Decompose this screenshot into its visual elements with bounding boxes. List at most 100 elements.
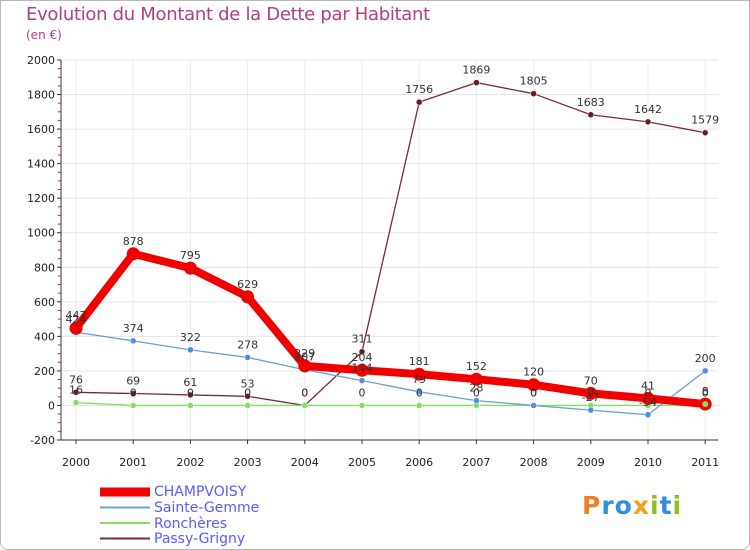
data-label-passy-grigny: 1683	[577, 96, 605, 109]
logo-letter: P	[582, 491, 602, 520]
data-label-ronch-res: 0	[587, 386, 594, 399]
x-tick-label: 2007	[462, 456, 490, 469]
data-point-ronch-res	[244, 402, 251, 409]
y-tick-label: 200	[34, 365, 55, 378]
data-point-ronch-res	[301, 402, 309, 409]
data-point-passy-grigny	[187, 391, 194, 399]
data-point-champvoisy	[469, 372, 483, 386]
data-point-champvoisy	[298, 359, 312, 373]
data-label-sainte-gemme: 207	[294, 351, 315, 364]
data-label-sainte-gemme: 424	[66, 313, 87, 326]
data-point-passy-grigny	[358, 348, 366, 355]
data-label-champvoisy: 229	[294, 347, 315, 360]
data-point-champvoisy	[183, 261, 197, 275]
y-tick-label: -200	[30, 434, 55, 447]
data-point-passy-grigny	[244, 393, 251, 400]
data-point-sainte-gemme	[187, 346, 194, 354]
data-label-passy-grigny: 76	[69, 373, 83, 386]
data-label-ronch-res: 0	[187, 386, 194, 399]
data-point-sainte-gemme	[530, 402, 537, 409]
data-label-passy-grigny: 1869	[462, 64, 490, 77]
y-tick-label: 1000	[27, 227, 55, 240]
legend-label-sainte-gemme: Sainte-Gemme	[154, 500, 260, 516]
data-point-champvoisy	[584, 386, 598, 400]
data-point-overlay	[702, 401, 709, 408]
data-label-sainte-gemme: -27	[582, 391, 600, 404]
data-label-sainte-gemme: 144	[352, 362, 373, 375]
data-point-sainte-gemme	[644, 411, 652, 419]
data-label-ronch-res: 0	[416, 386, 423, 399]
data-label-ronch-res: 0	[244, 386, 251, 399]
data-label-champvoisy: 70	[584, 374, 598, 387]
y-tick-label: 1200	[27, 192, 55, 205]
y-tick-label: 1800	[27, 89, 55, 102]
series-line-sainte-gemme	[75, 331, 706, 416]
data-label-passy-grigny: 311	[352, 333, 373, 346]
data-point-champvoisy	[241, 290, 255, 304]
data-label-champvoisy: 878	[123, 235, 144, 248]
legend-label-champvoisy: CHAMPVOISY	[154, 484, 247, 500]
data-label-passy-grigny: 1642	[634, 103, 662, 116]
data-label-sainte-gemme: 28	[469, 382, 483, 395]
y-tick-label: 0	[48, 399, 55, 412]
data-label-champvoisy: 629	[237, 278, 258, 291]
chart-unit: (en €)	[26, 28, 62, 42]
data-point-champvoisy	[641, 391, 655, 405]
legend-label-passy-grigny: Passy-Grigny	[154, 531, 246, 547]
data-point-sainte-gemme	[415, 388, 423, 396]
data-point-sainte-gemme	[358, 377, 366, 384]
y-tick-label: 800	[34, 261, 55, 274]
data-label-sainte-gemme: 278	[237, 338, 258, 351]
data-point-champvoisy	[527, 378, 541, 392]
data-label-passy-grigny: 1756	[405, 83, 433, 96]
x-tick-label: 2004	[291, 456, 319, 469]
data-label-sainte-gemme: 322	[180, 331, 201, 344]
data-label-champvoisy: 181	[409, 355, 430, 368]
x-tick-label: 2009	[577, 456, 605, 469]
data-label-ronch-res: 0	[473, 386, 480, 399]
data-label-ronch-res: 0	[645, 386, 652, 399]
proxiti-logo: Proxiti	[582, 491, 682, 520]
data-point-passy-grigny	[72, 389, 80, 396]
data-label-champvoisy: 795	[180, 249, 201, 262]
data-label-champvoisy: 8	[702, 385, 709, 398]
data-point-passy-grigny	[701, 129, 709, 136]
data-point-champvoisy	[355, 363, 369, 377]
logo-letter: t	[659, 491, 673, 520]
data-point-passy-grigny	[530, 90, 537, 97]
x-tick-label: 2005	[348, 456, 376, 469]
y-tick-label: 600	[34, 296, 55, 309]
data-label-sainte-gemme: 374	[123, 322, 144, 335]
data-label-sainte-gemme: 79	[412, 373, 426, 386]
x-tick-label: 2002	[176, 456, 204, 469]
data-label-passy-grigny: 0	[301, 386, 308, 399]
data-point-ronch-res	[187, 402, 194, 409]
data-label-champvoisy: 204	[352, 351, 373, 364]
data-point-champvoisy	[126, 247, 140, 261]
data-label-ronch-res: 0	[130, 386, 137, 399]
series-line-passy-grigny	[75, 81, 706, 407]
logo-letter: o	[614, 491, 633, 520]
series-line-champvoisy	[72, 249, 710, 409]
data-label-sainte-gemme: 0	[530, 386, 537, 399]
x-tick-label: 2003	[234, 456, 262, 469]
data-point-passy-grigny	[587, 111, 595, 119]
logo-letter: r	[601, 491, 615, 520]
data-point-champvoisy	[412, 367, 426, 381]
data-point-sainte-gemme	[587, 406, 595, 414]
y-tick-label: 400	[34, 330, 55, 343]
data-label-ronch-res: 16	[69, 384, 83, 397]
data-label-ronch-res: 0	[530, 386, 537, 399]
logo-letter: i	[650, 491, 660, 520]
y-tick-label: 2000	[27, 54, 55, 67]
data-label-ronch-res: 0	[702, 386, 709, 399]
x-tick-label: 2006	[405, 456, 433, 469]
x-tick-label: 2011	[691, 456, 719, 469]
data-point-sainte-gemme	[244, 354, 251, 361]
data-label-ronch-res: 0	[301, 386, 308, 399]
data-label-ronch-res: 0	[359, 386, 366, 399]
legend-label-roncheres: Ronchères	[154, 516, 228, 532]
data-label-champvoisy: 41	[641, 379, 655, 392]
data-point-sainte-gemme	[701, 367, 709, 375]
